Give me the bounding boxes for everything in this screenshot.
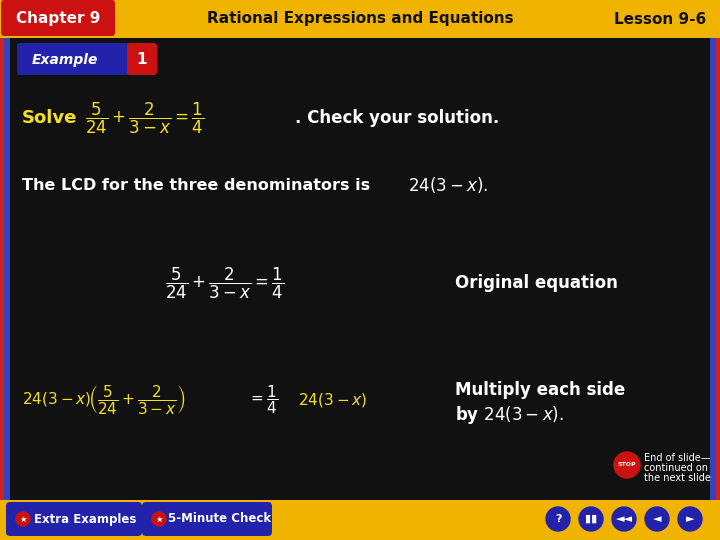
Circle shape [579,507,603,531]
Bar [716,38,720,500]
Text: by $24(3-x).$: by $24(3-x).$ [455,404,564,426]
Bar [710,38,720,500]
Text: ◄◄: ◄◄ [616,514,632,524]
Circle shape [612,507,636,531]
Text: ★: ★ [156,515,163,523]
Text: $24(3-x).$: $24(3-x).$ [408,175,488,195]
Circle shape [16,512,30,526]
Text: ►: ► [685,514,694,524]
Text: $\dfrac{5}{24}+\dfrac{2}{3-x}=\dfrac{1}{4}$: $\dfrac{5}{24}+\dfrac{2}{3-x}=\dfrac{1}{… [85,100,204,136]
FancyBboxPatch shape [17,43,131,75]
Circle shape [645,507,669,531]
FancyBboxPatch shape [6,502,142,536]
Text: the next slide: the next slide [644,473,711,483]
Text: continued on: continued on [644,463,708,473]
FancyBboxPatch shape [142,502,272,536]
Text: Extra Examples: Extra Examples [34,512,136,525]
Text: 5-Minute Check: 5-Minute Check [168,512,271,525]
Text: $24(3-x)$: $24(3-x)$ [298,391,367,409]
Text: ◄: ◄ [653,514,661,524]
Text: STOP: STOP [618,462,636,468]
Text: Solve: Solve [22,109,77,127]
Text: The LCD for the three denominators is: The LCD for the three denominators is [22,178,370,192]
Text: ?: ? [554,514,562,524]
FancyBboxPatch shape [1,0,115,36]
Text: Example: Example [32,53,98,67]
Text: $24(3-x)\!\left(\dfrac{5}{24}+\dfrac{2}{3-x}\right)$: $24(3-x)\!\left(\dfrac{5}{24}+\dfrac{2}{… [22,383,186,416]
Text: $=\dfrac{1}{4}$: $=\dfrac{1}{4}$ [248,383,279,416]
Text: $\dfrac{5}{24}+\dfrac{2}{3-x}=\dfrac{1}{4}$: $\dfrac{5}{24}+\dfrac{2}{3-x}=\dfrac{1}{… [165,265,284,301]
Text: 1: 1 [137,52,148,68]
Text: Lesson 9-6: Lesson 9-6 [613,11,706,26]
Text: Original equation: Original equation [455,274,618,292]
Text: Rational Expressions and Equations: Rational Expressions and Equations [207,11,513,26]
Text: Chapter 9: Chapter 9 [16,11,100,26]
Bar [0,38,10,500]
Bar [0,0,720,38]
Text: . Check your solution.: . Check your solution. [295,109,499,127]
Circle shape [546,507,570,531]
Bar [0,500,720,540]
Text: End of slide—: End of slide— [644,453,711,463]
Bar [10,38,710,500]
Text: Multiply each side: Multiply each side [455,381,625,399]
FancyBboxPatch shape [127,43,157,75]
Circle shape [678,507,702,531]
Circle shape [614,452,640,478]
Text: ▮▮: ▮▮ [585,514,597,524]
Circle shape [152,512,166,526]
Text: ★: ★ [19,515,27,523]
Bar [0,38,4,500]
